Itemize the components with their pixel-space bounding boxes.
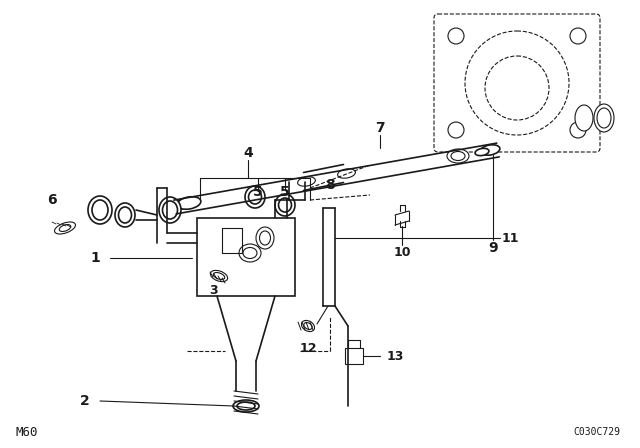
Text: 3: 3 — [209, 284, 218, 297]
Ellipse shape — [177, 197, 201, 209]
Text: 7: 7 — [375, 121, 385, 135]
Ellipse shape — [275, 194, 295, 216]
Text: M60: M60 — [15, 426, 38, 439]
Text: 12: 12 — [300, 341, 317, 354]
Text: 11: 11 — [501, 232, 519, 245]
Ellipse shape — [118, 207, 131, 223]
Text: 8: 8 — [325, 178, 335, 192]
Ellipse shape — [259, 231, 271, 245]
Ellipse shape — [88, 196, 112, 224]
Ellipse shape — [480, 145, 500, 155]
Ellipse shape — [92, 200, 108, 220]
Ellipse shape — [248, 190, 262, 204]
FancyBboxPatch shape — [434, 14, 600, 152]
Ellipse shape — [575, 105, 593, 131]
Text: 10: 10 — [393, 246, 411, 258]
Ellipse shape — [304, 323, 312, 329]
Text: 5: 5 — [280, 185, 290, 199]
Ellipse shape — [237, 402, 255, 410]
Bar — [345, 348, 363, 364]
Ellipse shape — [594, 104, 614, 132]
Ellipse shape — [447, 149, 469, 163]
Circle shape — [570, 28, 586, 44]
Circle shape — [448, 28, 464, 44]
Circle shape — [465, 31, 569, 135]
Ellipse shape — [278, 198, 291, 212]
Ellipse shape — [338, 169, 355, 178]
Text: 9: 9 — [488, 241, 498, 255]
Text: 6: 6 — [47, 193, 57, 207]
Ellipse shape — [213, 272, 225, 280]
Ellipse shape — [159, 197, 181, 223]
Circle shape — [485, 56, 549, 120]
Circle shape — [570, 122, 586, 138]
Text: 13: 13 — [387, 349, 404, 362]
Ellipse shape — [301, 320, 314, 332]
Text: C030C729: C030C729 — [573, 427, 620, 437]
Ellipse shape — [239, 244, 261, 262]
Ellipse shape — [171, 200, 187, 210]
Ellipse shape — [597, 108, 611, 128]
Text: 5: 5 — [253, 185, 263, 199]
Ellipse shape — [163, 201, 177, 219]
Ellipse shape — [211, 271, 228, 282]
Ellipse shape — [451, 151, 465, 160]
Text: 2: 2 — [80, 394, 90, 408]
Ellipse shape — [245, 186, 265, 208]
Text: 1: 1 — [90, 251, 100, 265]
Ellipse shape — [475, 148, 489, 155]
Ellipse shape — [60, 224, 71, 232]
Ellipse shape — [298, 177, 316, 186]
Circle shape — [448, 122, 464, 138]
Bar — [197, 218, 295, 296]
Ellipse shape — [256, 227, 274, 249]
Ellipse shape — [54, 222, 76, 234]
Ellipse shape — [115, 203, 135, 227]
Ellipse shape — [243, 247, 257, 258]
Ellipse shape — [233, 400, 259, 412]
Text: 4: 4 — [243, 146, 253, 160]
